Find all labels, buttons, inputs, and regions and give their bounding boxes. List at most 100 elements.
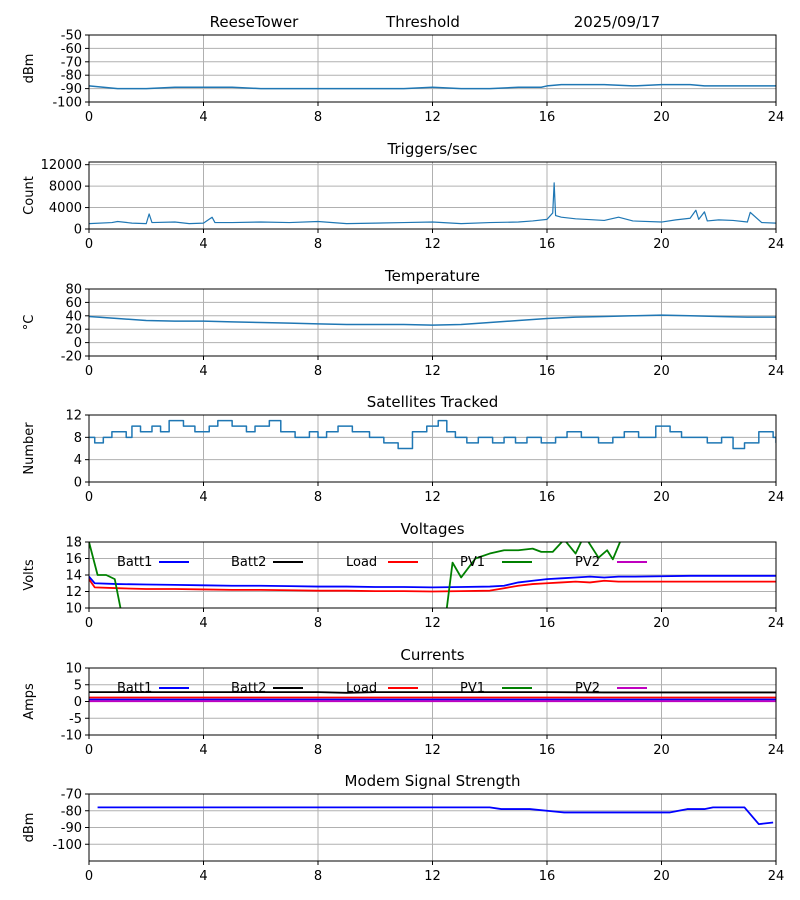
y-tick-label: 0 bbox=[74, 223, 82, 238]
x-tick-label: 16 bbox=[539, 237, 556, 252]
x-tick-label: 16 bbox=[539, 110, 556, 125]
chart-modem: 0 4 8 12 16 20 24 -100 -90 -80-70 Modem Signal Str… bbox=[22, 772, 784, 884]
y-tick-label: 18 bbox=[65, 536, 82, 551]
x-tick-label: 8 bbox=[314, 743, 322, 758]
chart-threshold: 0 4 8 12 16 20 24 -100-90-80-70-60-50 dBm bbox=[22, 29, 784, 126]
x-tick-label: 16 bbox=[539, 869, 556, 884]
x-tick-label: 0 bbox=[85, 110, 93, 125]
x-tick-label: 12 bbox=[424, 869, 441, 884]
x-tick-label: 0 bbox=[85, 869, 93, 884]
x-tick-label: 8 bbox=[314, 490, 322, 505]
legend-label-batt2: Batt2 bbox=[231, 681, 266, 696]
x-tick-label: 0 bbox=[85, 237, 93, 252]
x-tick-label: 8 bbox=[314, 869, 322, 884]
y-tick-label: -90 bbox=[61, 82, 82, 97]
y-tick-label: -100 bbox=[52, 96, 82, 111]
y-tick-label: -80 bbox=[61, 804, 82, 819]
report-date: 2025/09/17 bbox=[574, 13, 660, 31]
y-tick-label: -5 bbox=[69, 712, 82, 727]
series-temperature-temperature bbox=[89, 314, 776, 326]
y-tick-label: 80 bbox=[65, 283, 82, 298]
x-tick-label: 0 bbox=[85, 616, 93, 631]
x-tick-label: 20 bbox=[653, 743, 670, 758]
threshold-title: Threshold bbox=[385, 13, 460, 31]
y-tick-label: 16 bbox=[65, 552, 82, 567]
x-tick-label: 24 bbox=[768, 869, 785, 884]
x-tick-label: 8 bbox=[314, 616, 322, 631]
chart-title: Voltages bbox=[400, 520, 464, 538]
series-satellites-satellites bbox=[89, 419, 776, 450]
chart-title: Triggers/sec bbox=[387, 140, 478, 158]
y-axis-label: dBm bbox=[22, 54, 37, 84]
x-tick-label: 4 bbox=[199, 237, 207, 252]
series-threshold-threshold bbox=[89, 83, 776, 90]
y-tick-label: 10 bbox=[65, 662, 82, 677]
y-tick-label: 0 bbox=[74, 336, 82, 351]
x-tick-label: 12 bbox=[424, 110, 441, 125]
x-tick-label: 0 bbox=[85, 490, 93, 505]
x-tick-label: 24 bbox=[768, 616, 785, 631]
y-axis-label: Volts bbox=[22, 559, 37, 591]
y-tick-label: 4000 bbox=[49, 201, 82, 216]
chart-title: Modem Signal Strength bbox=[345, 772, 521, 790]
x-tick-label: 12 bbox=[424, 616, 441, 631]
y-tick-label: 0 bbox=[74, 476, 82, 491]
figure-header: ReeseTower Threshold 2025/09/17 bbox=[210, 13, 661, 31]
y-tick-label: 40 bbox=[65, 309, 82, 324]
x-tick-label: 20 bbox=[653, 616, 670, 631]
legend-label-load: Load bbox=[346, 555, 377, 570]
x-tick-label: 16 bbox=[539, 364, 556, 379]
y-axis-label: Number bbox=[22, 422, 37, 475]
y-tick-label: -80 bbox=[61, 69, 82, 84]
y-tick-label: 12000 bbox=[41, 158, 82, 173]
x-tick-label: 0 bbox=[85, 743, 93, 758]
y-tick-label: 20 bbox=[65, 323, 82, 338]
y-tick-label: -90 bbox=[61, 821, 82, 836]
x-tick-label: 16 bbox=[539, 616, 556, 631]
legend-label-load: Load bbox=[346, 681, 377, 696]
y-tick-label: 10 bbox=[65, 602, 82, 617]
y-tick-label: 4 bbox=[74, 453, 82, 468]
x-tick-label: 12 bbox=[424, 743, 441, 758]
chart-title: Satellites Tracked bbox=[367, 393, 498, 411]
y-tick-label: -50 bbox=[61, 29, 82, 44]
y-tick-label: 5 bbox=[74, 678, 82, 693]
x-tick-label: 12 bbox=[424, 490, 441, 505]
x-tick-label: 4 bbox=[199, 869, 207, 884]
y-tick-label: 12 bbox=[65, 585, 82, 600]
legend-label-batt1: Batt1 bbox=[117, 681, 152, 696]
x-tick-label: 4 bbox=[199, 490, 207, 505]
y-tick-label: -10 bbox=[61, 729, 82, 744]
x-tick-label: 20 bbox=[653, 869, 670, 884]
y-axis-label: Count bbox=[22, 176, 37, 215]
chart-satellites: 0 4 8 12 16 20 24 0 4 8 12 Satellites Tracked Number bbox=[22, 393, 784, 505]
chart-title: Currents bbox=[400, 646, 464, 664]
legend-label-pv1: PV1 bbox=[460, 555, 485, 570]
x-tick-label: 12 bbox=[424, 237, 441, 252]
x-tick-label: 12 bbox=[424, 364, 441, 379]
y-tick-label: -60 bbox=[61, 42, 82, 57]
x-tick-label: 24 bbox=[768, 237, 785, 252]
x-tick-label: 24 bbox=[768, 490, 785, 505]
y-tick-label: 60 bbox=[65, 296, 82, 311]
legend-label-batt1: Batt1 bbox=[117, 555, 152, 570]
x-tick-label: 16 bbox=[539, 743, 556, 758]
y-axis-label: dBm bbox=[22, 813, 37, 843]
y-tick-label: 8 bbox=[74, 431, 82, 446]
y-tick-label: 12 bbox=[65, 409, 82, 424]
x-tick-label: 20 bbox=[653, 490, 670, 505]
series-modem-modem bbox=[97, 806, 774, 826]
x-tick-label: 24 bbox=[768, 110, 785, 125]
x-tick-label: 8 bbox=[314, 364, 322, 379]
station-name: ReeseTower bbox=[210, 13, 300, 31]
chart-title: Temperature bbox=[384, 267, 480, 285]
x-tick-label: 20 bbox=[653, 364, 670, 379]
x-tick-label: 24 bbox=[768, 743, 785, 758]
x-tick-label: 4 bbox=[199, 110, 207, 125]
x-tick-label: 20 bbox=[653, 110, 670, 125]
x-tick-label: 4 bbox=[199, 743, 207, 758]
y-tick-label: -20 bbox=[61, 350, 82, 365]
x-tick-label: 8 bbox=[314, 110, 322, 125]
